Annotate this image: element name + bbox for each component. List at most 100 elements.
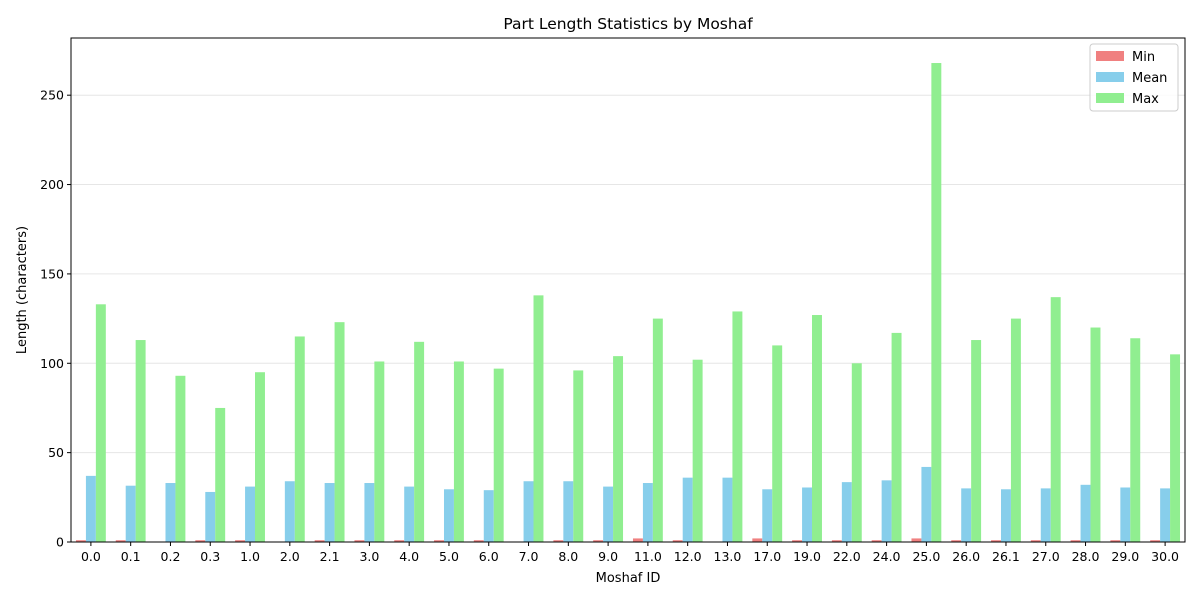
bar-mean-30.0	[1160, 488, 1171, 542]
bar-mean-17.0	[762, 489, 773, 542]
bar-mean-8.0	[563, 481, 574, 542]
bar-max-5.0	[453, 361, 464, 542]
bar-min-29.0	[1110, 540, 1121, 542]
bar-max-0.2	[175, 375, 186, 542]
bar-mean-24.0	[881, 480, 892, 542]
x-tick-label: 5.0	[439, 549, 459, 564]
legend-label-max: Max	[1132, 92, 1159, 107]
bar-mean-12.0	[682, 477, 693, 542]
bar-mean-0.0	[85, 475, 96, 542]
bar-min-22.0	[831, 540, 842, 542]
bar-min-25.0	[911, 538, 922, 542]
y-tick-label: 100	[40, 356, 64, 371]
bar-max-6.0	[493, 368, 504, 542]
x-tick-label: 24.0	[873, 549, 901, 564]
bar-max-22.0	[851, 363, 862, 542]
bar-mean-6.0	[483, 490, 494, 542]
bar-max-0.3	[215, 407, 226, 542]
bar-mean-27.0	[1040, 488, 1051, 542]
bar-max-25.0	[931, 63, 942, 543]
x-tick-label: 7.0	[519, 549, 539, 564]
y-axis-label: Length (characters)	[15, 226, 30, 354]
bar-max-19.0	[812, 315, 822, 542]
x-tick-label: 0.0	[81, 549, 101, 564]
bar-mean-11.0	[642, 483, 653, 542]
x-tick-label: 0.1	[121, 549, 141, 564]
bar-min-24.0	[871, 540, 882, 542]
bar-max-29.0	[1130, 338, 1141, 542]
bar-mean-5.0	[443, 489, 454, 542]
bar-mean-28.0	[1080, 484, 1091, 542]
bar-mean-0.2	[165, 483, 176, 542]
bar-min-27.0	[1030, 540, 1041, 542]
bar-mean-2.0	[284, 481, 295, 542]
x-tick-label: 26.0	[952, 549, 980, 564]
bar-max-4.0	[414, 341, 425, 542]
y-tick-label: 0	[56, 535, 64, 550]
x-axis-label: Moshaf ID	[596, 571, 661, 586]
bar-min-11.0	[632, 538, 643, 542]
x-tick-label: 22.0	[833, 549, 861, 564]
x-tick-label: 6.0	[479, 549, 499, 564]
bar-min-0.0	[75, 540, 86, 542]
bar-min-4.0	[394, 540, 405, 542]
legend-label-min: Min	[1132, 50, 1155, 65]
y-tick-label: 250	[40, 88, 64, 103]
x-tick-label: 4.0	[399, 549, 419, 564]
bar-max-3.0	[374, 361, 385, 542]
bar-max-17.0	[772, 345, 783, 542]
axes-layer: 0 50 100 150 200 250 0.0 0.1 0.2 0.3 1.0 2.0 2.1 3.0 4…	[40, 88, 1179, 564]
bar-min-3.0	[354, 540, 365, 542]
y-tick-label: 200	[40, 177, 64, 192]
x-tick-label: 2.0	[280, 549, 300, 564]
bar-min-17.0	[752, 538, 763, 542]
bar-max-12.0	[692, 359, 703, 542]
bar-max-26.1	[1010, 318, 1021, 542]
bar-max-28.0	[1090, 327, 1101, 542]
bar-min-6.0	[473, 540, 484, 542]
x-tick-label: 28.0	[1072, 549, 1100, 564]
bar-min-5.0	[434, 540, 444, 542]
plot-frame	[70, 37, 1186, 543]
bar-min-26.0	[951, 540, 962, 542]
bar-max-1.0	[255, 372, 265, 542]
bar-max-0.0	[95, 304, 106, 542]
bar-min-0.1	[115, 540, 126, 542]
bar-min-28.0	[1070, 540, 1081, 542]
bar-mean-25.0	[921, 466, 932, 542]
legend-swatch-min	[1096, 51, 1124, 61]
bar-max-11.0	[652, 318, 663, 542]
bar-max-27.0	[1050, 297, 1061, 542]
bar-max-0.1	[135, 340, 146, 542]
x-tick-label: 3.0	[359, 549, 379, 564]
bar-min-8.0	[553, 540, 564, 542]
x-tick-label: 11.0	[634, 549, 662, 564]
bar-min-26.1	[991, 540, 1001, 542]
bar-mean-13.0	[722, 477, 733, 542]
bar-mean-1.0	[245, 486, 256, 542]
bar-max-13.0	[732, 311, 743, 542]
bar-mean-7.0	[523, 481, 534, 542]
chart-title: Part Length Statistics by Moshaf	[503, 15, 753, 33]
bar-min-30.0	[1150, 540, 1161, 542]
bar-mean-4.0	[404, 486, 415, 542]
x-tick-label: 8.0	[558, 549, 578, 564]
x-tick-label: 19.0	[793, 549, 821, 564]
bar-max-8.0	[573, 370, 584, 542]
x-tick-label: 12.0	[674, 549, 702, 564]
bar-mean-19.0	[802, 487, 813, 542]
x-tick-label: 13.0	[714, 549, 742, 564]
bar-mean-22.0	[841, 482, 852, 542]
bar-max-30.0	[1170, 354, 1181, 542]
x-tick-label: 29.0	[1111, 549, 1139, 564]
x-tick-label: 0.2	[161, 549, 181, 564]
x-tick-label: 25.0	[912, 549, 940, 564]
bar-min-1.0	[235, 540, 246, 542]
bar-max-7.0	[533, 295, 544, 542]
y-tick-label: 50	[48, 445, 64, 460]
bar-mean-9.0	[603, 486, 614, 542]
bar-mean-26.0	[961, 488, 972, 542]
bar-mean-29.0	[1120, 487, 1131, 542]
